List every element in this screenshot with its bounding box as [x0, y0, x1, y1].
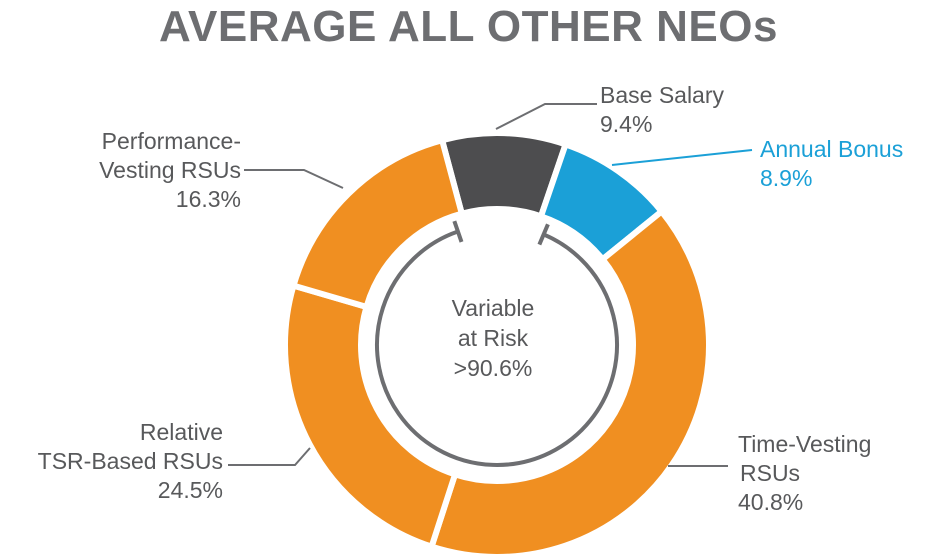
label-base-salary-name: Base Salary — [600, 82, 725, 108]
variable-at-risk-arc — [375, 229, 619, 467]
label-relative-tsr-line1: Relative — [139, 419, 223, 445]
label-relative-tsr-value: 24.5% — [157, 477, 223, 503]
label-annual-bonus-value: 8.9% — [760, 165, 813, 191]
label-time-vesting-value: 40.8% — [738, 489, 804, 515]
slice-performance-vesting-rsus — [289, 136, 466, 311]
label-base-salary: Base Salary 9.4% — [600, 81, 724, 139]
label-annual-bonus: Annual Bonus 8.9% — [760, 135, 903, 193]
label-annual-bonus-name: Annual Bonus — [760, 136, 904, 162]
label-performance-vesting-value: 16.3% — [175, 186, 241, 212]
center-label: Variable at Risk >90.6% — [418, 293, 568, 383]
center-label-line2: at Risk — [457, 325, 529, 351]
leader-performance-vesting — [244, 169, 344, 189]
arc-tick-start — [537, 223, 550, 246]
chart-title: AVERAGE ALL OTHER NEOs — [159, 2, 778, 51]
slice-time-vesting-rsus — [427, 207, 712, 557]
leader-annual-bonus — [611, 149, 753, 166]
arc-tick-end — [452, 220, 464, 243]
leader-base-salary — [495, 103, 597, 130]
center-label-line1: Variable — [451, 295, 535, 321]
leader-relative-tsr — [228, 447, 311, 466]
label-relative-tsr-line2: TSR-Based RSUs — [37, 448, 223, 474]
label-time-vesting: Time-Vesting RSUs 40.8% — [738, 430, 871, 517]
label-base-salary-value: 9.4% — [600, 111, 653, 137]
label-time-vesting-line2: RSUs — [740, 460, 801, 486]
label-time-vesting-line1: Time-Vesting — [738, 431, 872, 457]
slice-relative-tsr-rsus — [282, 281, 459, 551]
label-performance-vesting-line2: Vesting RSUs — [99, 157, 241, 183]
label-performance-vesting: Performance- Vesting RSUs 16.3% — [99, 127, 241, 214]
label-performance-vesting-line1: Performance- — [101, 128, 241, 154]
label-relative-tsr: Relative TSR-Based RSUs 24.5% — [38, 418, 223, 505]
center-label-line3: >90.6% — [453, 355, 533, 381]
